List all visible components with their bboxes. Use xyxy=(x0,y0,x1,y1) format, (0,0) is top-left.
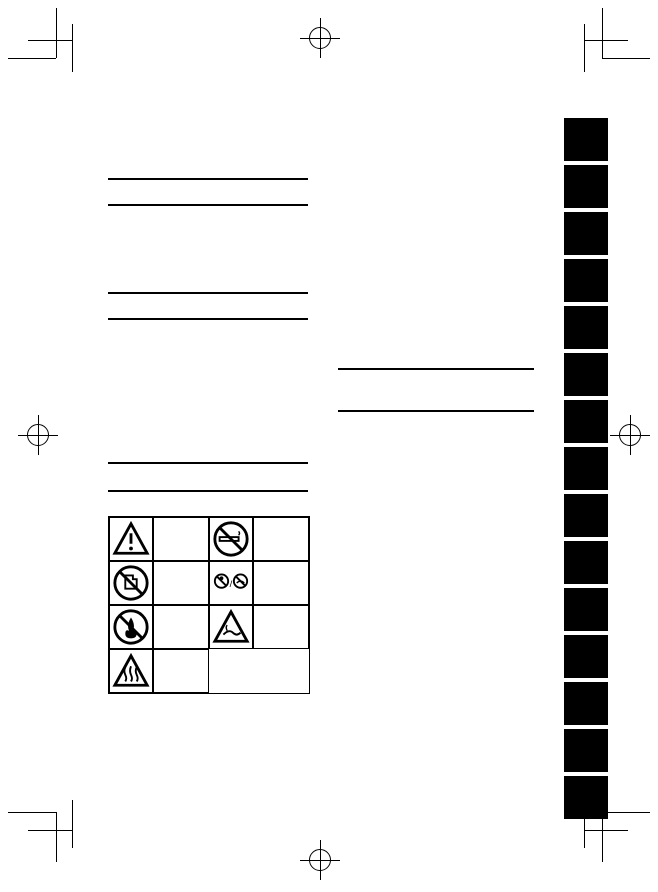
section-title-rule xyxy=(108,204,308,206)
no-touch-hot-icon xyxy=(109,561,153,605)
burn-hazard-icon xyxy=(209,605,253,649)
no-smoking-icon xyxy=(209,517,253,561)
section-title-rule xyxy=(108,292,308,294)
symbol-legend-table: / xyxy=(108,516,310,694)
symbol-description-cell xyxy=(253,605,309,649)
section-title-rule xyxy=(338,368,534,370)
registration-mark xyxy=(18,415,58,455)
symbol-description-cell xyxy=(253,561,309,605)
symbol-description-cell xyxy=(153,649,209,693)
symbol-description-cell xyxy=(153,561,209,605)
side-tab xyxy=(564,118,608,161)
side-tab xyxy=(564,353,608,396)
side-tab xyxy=(564,635,608,678)
side-tab xyxy=(564,259,608,302)
registration-mark xyxy=(300,18,340,58)
side-tab xyxy=(564,165,608,208)
svg-text:/: / xyxy=(230,579,233,590)
side-tab xyxy=(564,306,608,349)
registration-mark xyxy=(300,840,340,880)
no-flame-icon xyxy=(109,605,153,649)
section-title-rule xyxy=(108,178,308,180)
side-tab xyxy=(564,729,608,772)
side-tab xyxy=(564,400,608,443)
section-title-rule xyxy=(108,318,308,320)
side-tab-strip xyxy=(564,118,608,819)
no-children-pets-icon: / xyxy=(209,561,253,605)
side-tab xyxy=(564,447,608,490)
side-tab xyxy=(564,541,608,584)
symbol-description-cell xyxy=(253,517,309,561)
symbol-description-cell xyxy=(153,517,209,561)
warning-triangle-icon xyxy=(109,517,153,561)
hot-surface-icon xyxy=(109,649,153,693)
registration-mark xyxy=(610,415,650,455)
side-tab xyxy=(564,776,608,819)
side-tab xyxy=(564,494,608,537)
section-title-rule xyxy=(108,490,308,492)
side-tab xyxy=(564,682,608,725)
side-tab xyxy=(564,588,608,631)
section-title-rule xyxy=(338,410,534,412)
section-title-rule xyxy=(108,462,308,464)
side-tab xyxy=(564,212,608,255)
symbol-description-cell xyxy=(153,605,209,649)
